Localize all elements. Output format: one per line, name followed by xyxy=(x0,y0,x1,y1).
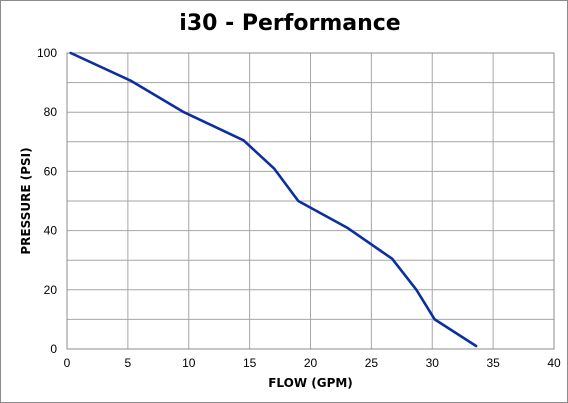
y-tick-label: 60 xyxy=(44,164,58,178)
x-tick-label: 10 xyxy=(182,356,196,370)
x-tick-label: 15 xyxy=(243,356,257,370)
y-tick-label: 40 xyxy=(44,224,58,238)
x-tick-label: 40 xyxy=(547,356,561,370)
x-tick-label: 0 xyxy=(64,356,71,370)
tick-labels: 0 5 10 15 20 25 30 35 40 0 20 40 60 80 100 xyxy=(37,46,561,370)
x-tick-label: 30 xyxy=(426,356,440,370)
chart-title: i30 - Performance xyxy=(179,11,400,36)
x-tick-label: 5 xyxy=(125,356,132,370)
x-tick-label: 35 xyxy=(486,356,500,370)
y-tick-label: 100 xyxy=(37,46,57,60)
series-group xyxy=(69,51,478,348)
gridlines xyxy=(66,52,555,350)
x-tick-label: 25 xyxy=(365,356,379,370)
y-tick-label: 20 xyxy=(44,283,58,297)
x-axis-title: FLOW (GPM) xyxy=(268,376,353,390)
plot-area-border xyxy=(66,52,555,350)
y-tick-label: 80 xyxy=(44,105,58,119)
y-tick-label: 0 xyxy=(50,342,57,356)
series-line xyxy=(69,51,478,348)
x-tick-label: 20 xyxy=(304,356,318,370)
y-axis-title: PRESSURE (PSI) xyxy=(19,147,33,254)
